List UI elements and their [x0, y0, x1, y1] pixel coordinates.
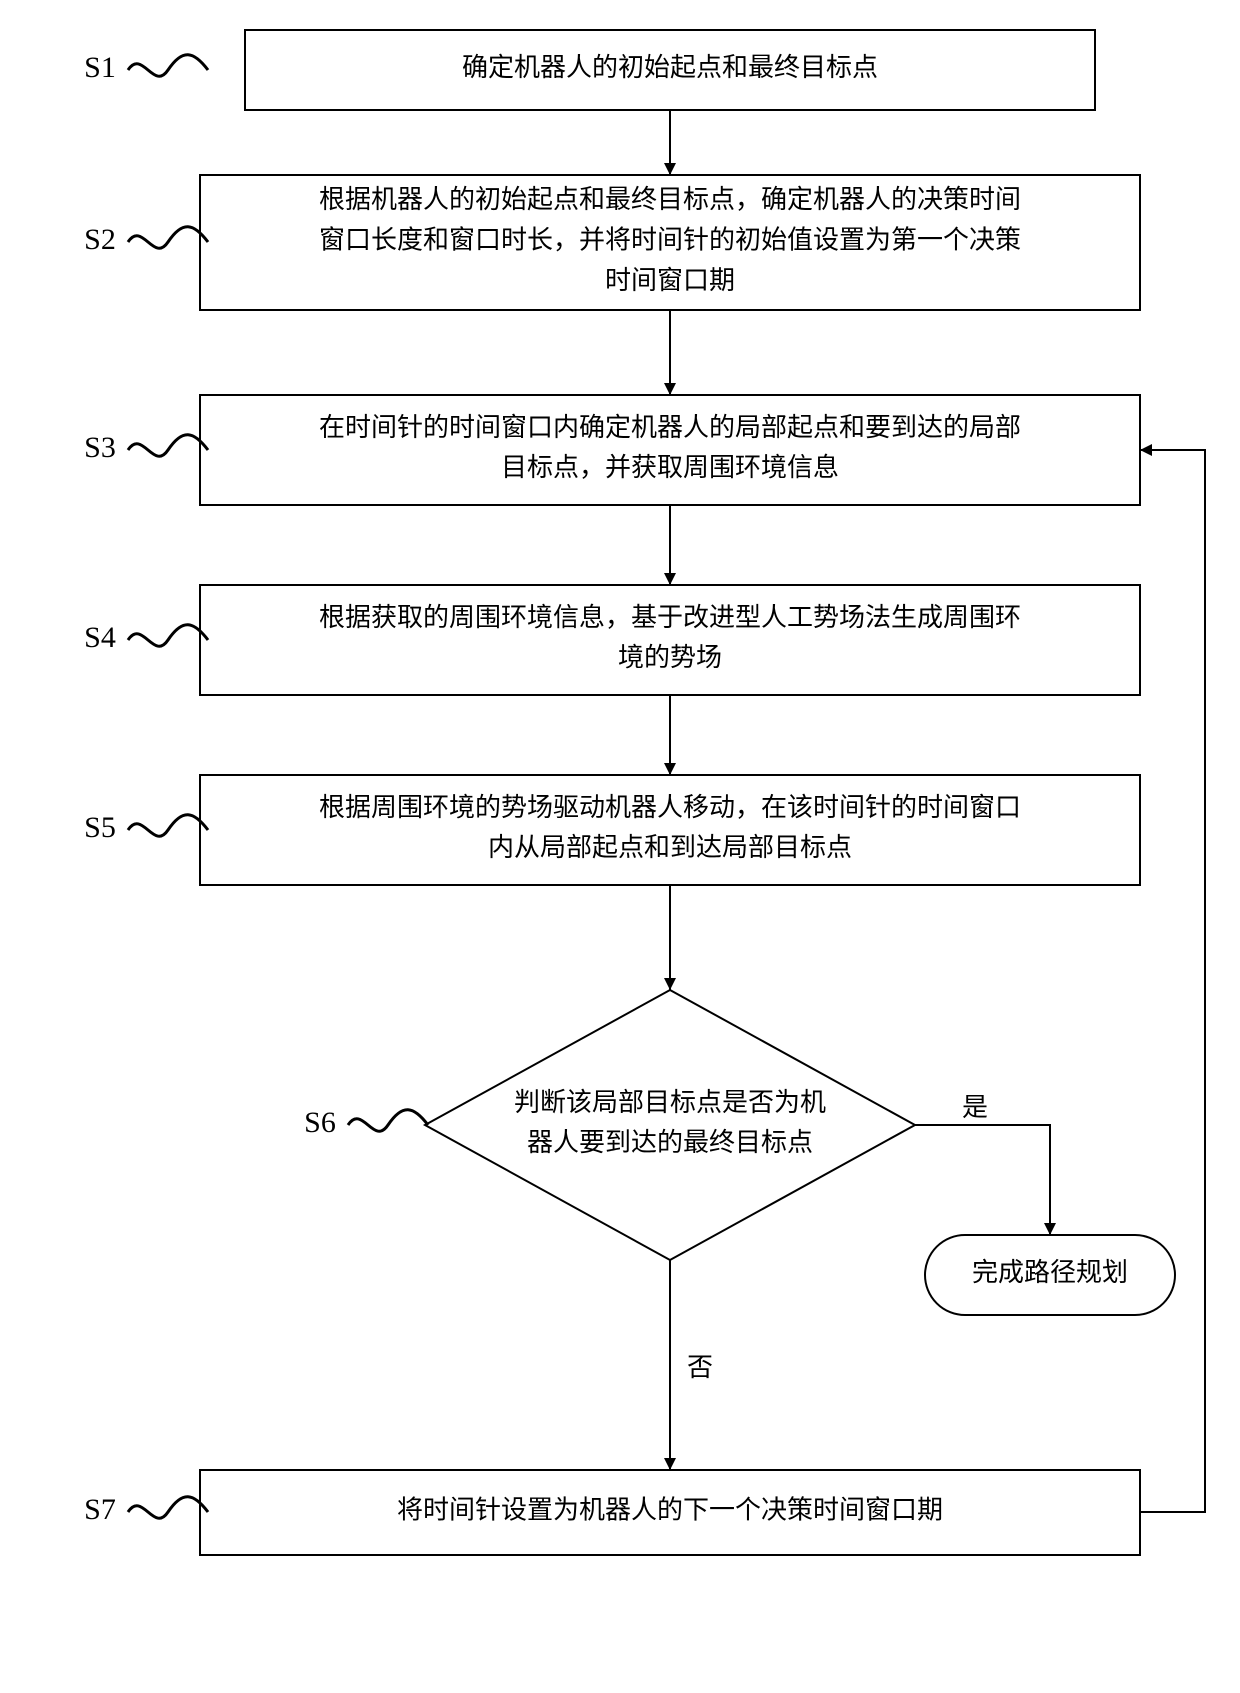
text-line: 根据机器人的初始起点和最终目标点，确定机器人的决策时间: [319, 185, 1021, 214]
text-block: 将时间针设置为机器人的下一个决策时间窗口期: [397, 1495, 943, 1524]
process-box: [200, 395, 1140, 505]
step-label-S7: S7: [84, 1493, 116, 1526]
text-block: 根据周围环境的势场驱动机器人移动，在该时间针的时间窗口内从局部起点和到达局部目标…: [319, 793, 1021, 862]
text-line: 时间窗口期: [605, 266, 735, 295]
edge-s7-to-s3: [1140, 450, 1205, 1512]
text-line: 确定机器人的初始起点和最终目标点: [462, 53, 878, 82]
node-s4: [200, 585, 1140, 695]
squiggle-connector: [128, 55, 208, 77]
text-line: 目标点，并获取周围环境信息: [501, 453, 839, 482]
text-line: 在时间针的时间窗口内确定机器人的局部起点和要到达的局部: [319, 413, 1021, 442]
squiggle-connector: [128, 435, 208, 457]
step-label-S3: S3: [84, 431, 116, 464]
edge-label-否: 否: [687, 1353, 713, 1382]
decision-diamond: [425, 990, 915, 1260]
node-s3: [200, 395, 1140, 505]
squiggle-connector: [128, 625, 208, 647]
process-box: [200, 775, 1140, 885]
process-box: [200, 585, 1140, 695]
text-line: 将时间针设置为机器人的下一个决策时间窗口期: [397, 1495, 943, 1524]
edge-label-是: 是: [962, 1093, 988, 1122]
text-block: 根据机器人的初始起点和最终目标点，确定机器人的决策时间窗口长度和窗口时长，并将时…: [319, 185, 1021, 295]
squiggle-connector: [128, 1497, 208, 1519]
step-label-S1: S1: [84, 51, 116, 84]
step-label-S4: S4: [84, 621, 116, 654]
text-block: 在时间针的时间窗口内确定机器人的局部起点和要到达的局部目标点，并获取周围环境信息: [319, 413, 1021, 482]
text-line: 根据周围环境的势场驱动机器人移动，在该时间针的时间窗口: [319, 793, 1021, 822]
node-s6: [425, 990, 915, 1260]
step-label-S6: S6: [304, 1106, 336, 1139]
squiggle-connector: [348, 1110, 428, 1132]
step-label-S2: S2: [84, 223, 116, 256]
text-line: 判断该局部目标点是否为机: [514, 1088, 826, 1117]
squiggle-connector: [128, 815, 208, 837]
text-line: 内从局部起点和到达局部目标点: [488, 833, 852, 862]
text-block: 根据获取的周围环境信息，基于改进型人工势场法生成周围环境的势场: [319, 603, 1021, 672]
text-block: 确定机器人的初始起点和最终目标点: [462, 53, 878, 82]
text-line: 境的势场: [618, 643, 722, 672]
edge-s6-to-end: [915, 1125, 1050, 1235]
step-label-S5: S5: [84, 811, 116, 844]
squiggle-connector: [128, 227, 208, 249]
text-line: 根据获取的周围环境信息，基于改进型人工势场法生成周围环: [319, 603, 1021, 632]
text-line: 器人要到达的最终目标点: [527, 1128, 813, 1157]
node-s5: [200, 775, 1140, 885]
text-line: 完成路径规划: [972, 1258, 1128, 1287]
text-line: 窗口长度和窗口时长，并将时间针的初始值设置为第一个决策: [319, 225, 1021, 254]
text-block: 判断该局部目标点是否为机器人要到达的最终目标点: [514, 1088, 826, 1157]
text-block: 完成路径规划: [972, 1258, 1128, 1287]
